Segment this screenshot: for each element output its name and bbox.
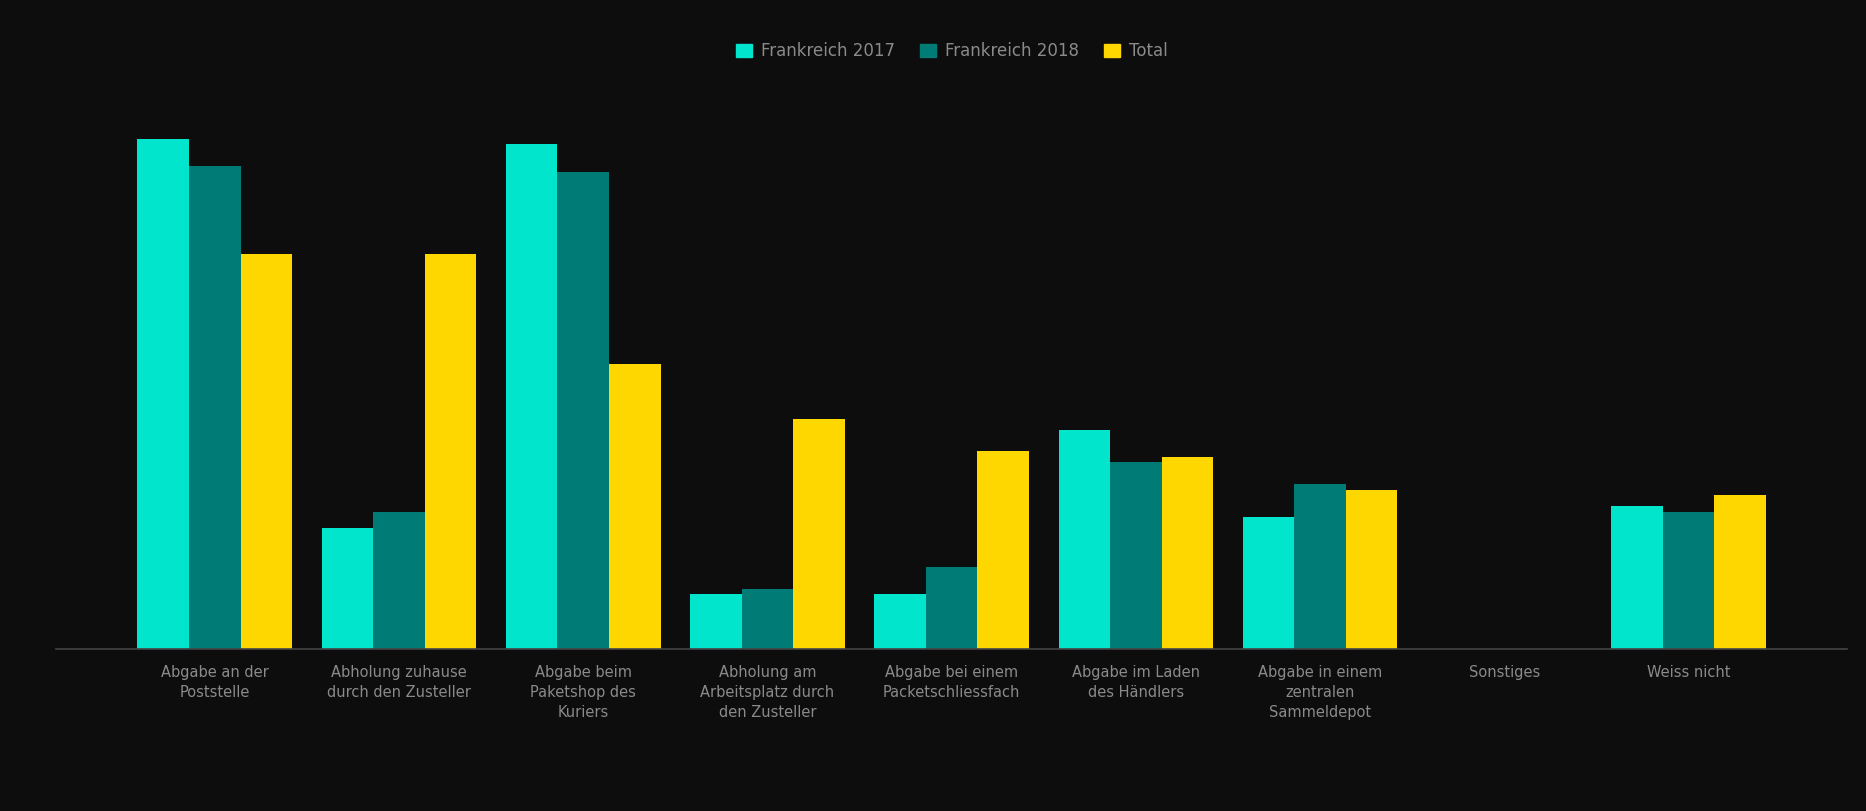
- Bar: [741, 589, 793, 649]
- Bar: [1663, 512, 1715, 649]
- Bar: [690, 594, 741, 649]
- Bar: [1110, 462, 1163, 649]
- Bar: [558, 172, 608, 649]
- Bar: [1295, 484, 1345, 649]
- Bar: [373, 512, 425, 649]
- Legend: Frankreich 2017, Frankreich 2018, Total: Frankreich 2017, Frankreich 2018, Total: [730, 36, 1174, 67]
- Bar: [793, 418, 845, 649]
- Bar: [1610, 506, 1663, 649]
- Bar: [138, 139, 188, 649]
- Bar: [1243, 517, 1295, 649]
- Bar: [188, 166, 241, 649]
- Bar: [241, 254, 293, 649]
- Bar: [926, 567, 978, 649]
- Bar: [1715, 496, 1765, 649]
- Bar: [1345, 490, 1398, 649]
- Bar: [875, 594, 926, 649]
- Bar: [608, 364, 661, 649]
- Bar: [978, 452, 1028, 649]
- Bar: [425, 254, 476, 649]
- Bar: [321, 528, 373, 649]
- Bar: [1163, 457, 1213, 649]
- Bar: [1058, 430, 1110, 649]
- Bar: [506, 144, 558, 649]
